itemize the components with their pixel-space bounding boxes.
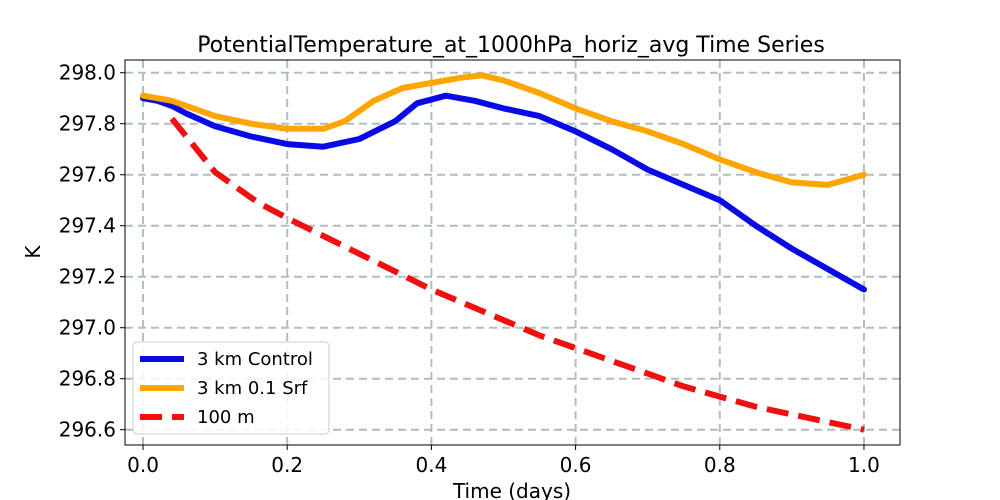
y-axis-label: K [21,245,45,259]
y-tick-label: 297.4 [59,214,116,238]
legend: 3 km Control 3 km 0.1 Srf 100 m [132,341,330,435]
series-line-3km-control [140,92,867,293]
y-tick-label: 297.8 [59,112,116,136]
y-tick-label: 298.0 [59,61,116,85]
x-axis-label: Time (days) [452,479,571,500]
x-tick-label: 0.6 [560,453,592,477]
x-tick-label: 0.4 [415,453,447,477]
y-tick-label: 297.2 [59,265,116,289]
series-line-3km-srf [140,72,867,188]
chart-title: PotentialTemperature_at_1000hPa_horiz_av… [197,33,825,58]
series-line-100m [169,116,865,433]
y-tick-label: 296.8 [59,367,116,391]
y-tick-label: 297.6 [59,163,116,187]
legend-label-3km-srf: 3 km 0.1 Srf [197,378,308,399]
x-tick-label: 0.8 [704,453,736,477]
legend-label-100m: 100 m [197,407,255,428]
y-tick-label: 297.0 [59,316,116,340]
legend-frame [132,341,330,435]
legend-label-3km-control: 3 km Control [197,349,313,370]
x-tick-label: 0.2 [271,453,303,477]
axis-ticks: 0.0 0.2 0.4 0.6 0.8 1.0 296.6 296.8 297.0 297.2 29… [59,61,880,477]
plot-border [124,59,901,446]
x-tick-label: 0.0 [127,453,159,477]
series [140,72,867,433]
y-tick-label: 296.6 [59,418,116,442]
x-tick-label: 1.0 [848,453,880,477]
